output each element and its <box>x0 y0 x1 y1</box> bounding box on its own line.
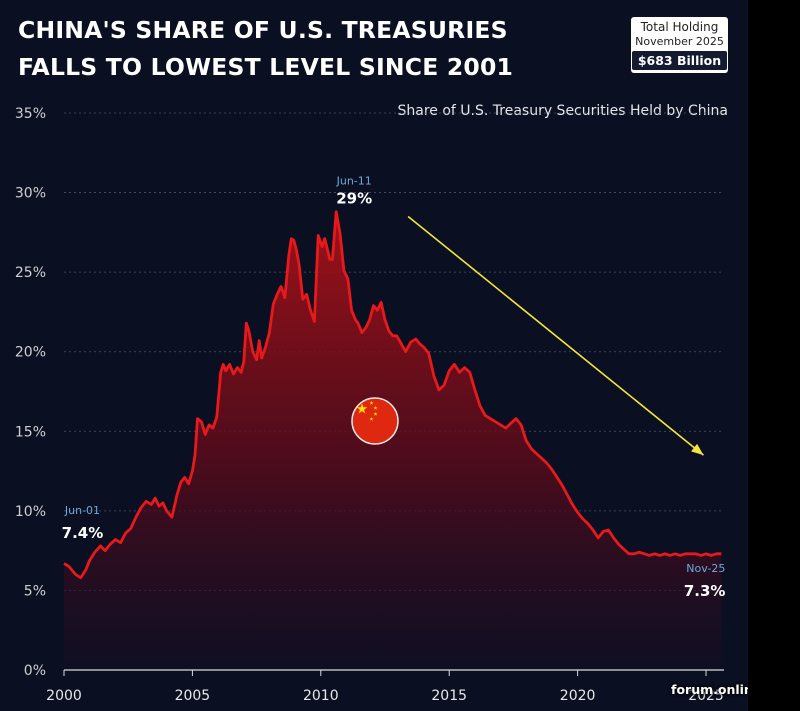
y-tick-label: 10% <box>15 504 46 520</box>
y-tick-label: 5% <box>24 583 46 599</box>
y-tick-label: 30% <box>15 186 46 202</box>
x-tick-label: 2025 <box>688 688 724 704</box>
y-tick-label: 35% <box>15 106 46 122</box>
y-tick-label: 20% <box>15 345 46 361</box>
area-fill <box>64 211 722 670</box>
x-tick-label: 2000 <box>46 688 82 704</box>
plot-area: 0% 5% 10% 15% 20% 25% 30% 35% 2000 2005 2010 2015 20… <box>15 106 726 704</box>
annotation-value: 29% <box>336 190 372 208</box>
title-line-1: CHINA'S SHARE OF U.S. TREASURIES <box>18 16 508 44</box>
watermark: forum.onliner.by <box>671 682 748 697</box>
chart-title: CHINA'S SHARE OF U.S. TREASURIES FALLS T… <box>18 12 513 86</box>
x-tick-label: 2020 <box>560 688 596 704</box>
trend-arrow <box>407 215 704 456</box>
series-line <box>63 210 722 580</box>
badge-line-1: Total Holding <box>640 20 719 34</box>
annotation-date: Jun-01 <box>64 504 100 517</box>
badge-value: $683 Billion <box>631 51 728 70</box>
china-flag-icon <box>351 397 399 445</box>
y-tick-label: 0% <box>24 663 46 679</box>
annotation-date: Nov-25 <box>686 562 725 575</box>
annotation-date: Jun-11 <box>336 175 372 188</box>
x-tick-label: 2010 <box>303 688 339 704</box>
y-tick-label: 15% <box>15 424 46 440</box>
x-tick-label: 2015 <box>431 688 467 704</box>
badge-line-2: November 2025 <box>635 35 724 48</box>
trend-arrow-head <box>691 443 704 456</box>
chart-card: CHINA'S SHARE OF U.S. TREASURIES FALLS T… <box>0 0 748 711</box>
x-tick-label: 2005 <box>175 688 211 704</box>
chart-subtitle: Share of U.S. Treasury Securities Held b… <box>397 103 728 119</box>
y-tick-label: 25% <box>15 265 46 281</box>
annotation-value: 7.4% <box>62 524 104 542</box>
title-line-2: FALLS TO LOWEST LEVEL SINCE 2001 <box>18 53 514 81</box>
total-holding-badge: Total Holding November 2025 $683 Billion <box>631 17 728 73</box>
annotation-value: 7.3% <box>684 582 726 600</box>
